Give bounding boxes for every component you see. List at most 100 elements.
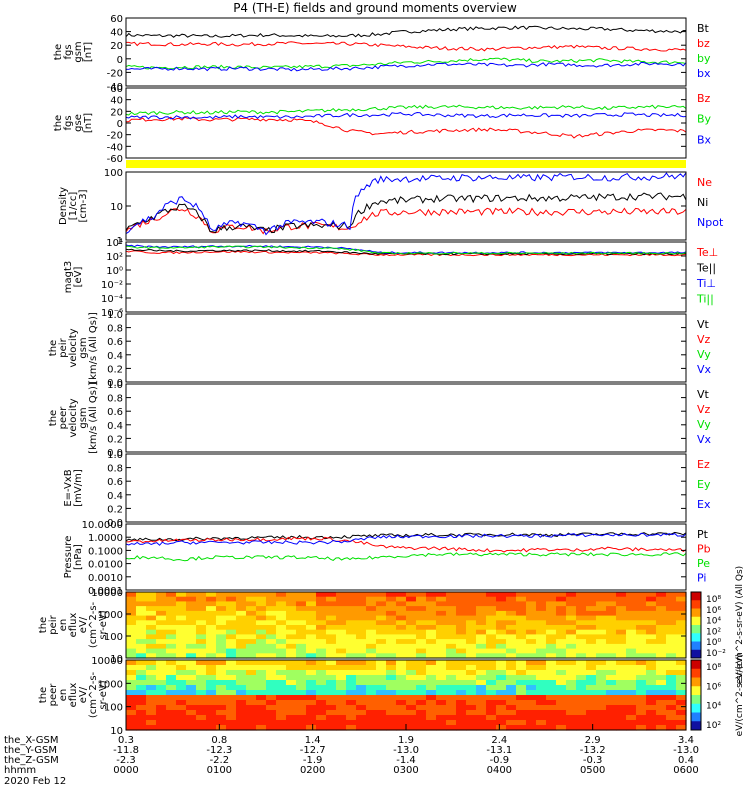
spectrogram-cell — [376, 685, 387, 691]
spectrogram-cell — [576, 653, 587, 659]
spectrogram-cell — [236, 695, 247, 701]
spectrogram-cell — [176, 710, 187, 716]
spectrogram-cell — [346, 615, 357, 621]
spectrogram-cell — [506, 700, 517, 706]
y-tick-label: 0.0 — [107, 378, 123, 389]
spectrogram-cell — [226, 665, 237, 671]
spectrogram-cell — [166, 685, 177, 691]
spectrogram-cell — [226, 700, 237, 706]
spectrogram-cell — [606, 690, 617, 696]
spectrogram-cell — [486, 653, 497, 659]
spectrogram-cell — [346, 620, 357, 626]
spectrogram-cell — [606, 685, 617, 691]
spectrogram-cell — [226, 710, 237, 716]
spectrogram-cell — [456, 670, 467, 676]
spectrogram-cell — [376, 690, 387, 696]
spectrogram-cell — [646, 670, 657, 676]
spectrogram-cell — [156, 670, 167, 676]
y-axis-label: [mV/m] — [73, 469, 84, 507]
y-axis-label: fgs — [63, 115, 74, 130]
spectrogram-cell — [436, 592, 447, 598]
spectrogram-cell — [506, 710, 517, 716]
spectrogram-cell — [566, 648, 577, 654]
spectrogram-cell — [266, 648, 277, 654]
spectrogram-cell — [676, 601, 687, 607]
spectrogram-cell — [256, 715, 267, 721]
spectrogram-cell — [136, 615, 147, 621]
spectrogram-cell — [576, 705, 587, 711]
spectrogram-cell — [426, 615, 437, 621]
spectrogram-cell — [456, 675, 467, 681]
spectrogram-cell — [196, 615, 207, 621]
spectrogram-cell — [166, 670, 177, 676]
spectrogram-cell — [516, 634, 527, 640]
spectrogram-cell — [596, 653, 607, 659]
y-tick-label: 0.6 — [107, 407, 123, 418]
spectrogram-cell — [196, 648, 207, 654]
spectrogram-cell — [286, 695, 297, 701]
spectrogram-cell — [676, 675, 687, 681]
spectrogram-cell — [486, 710, 497, 716]
spectrogram-cell — [376, 629, 387, 635]
spectrogram-cell — [666, 675, 677, 681]
spectrogram-cell — [606, 720, 617, 726]
spectrogram-cell — [476, 601, 487, 607]
spectrogram-cell — [206, 596, 217, 602]
spectrogram-cell — [186, 629, 197, 635]
spectrogram-cell — [126, 601, 137, 607]
spectrogram-cell — [416, 685, 427, 691]
spectrogram-cell — [526, 625, 537, 631]
trace-By — [125, 104, 687, 116]
spectrogram-cell — [436, 606, 447, 612]
spectrogram-cell — [436, 634, 447, 640]
y-tick-label: 1.0000 — [88, 533, 123, 544]
spectrogram-cell — [666, 695, 677, 701]
spectrogram-cell — [326, 643, 337, 650]
spectrogram-cell — [616, 648, 627, 654]
spectrogram-cell — [446, 685, 457, 691]
spectrogram-cell — [136, 670, 147, 676]
spectrogram-cell — [616, 715, 627, 721]
legend-label: Vx — [697, 363, 712, 376]
spectrogram-cell — [296, 660, 307, 666]
spectrogram-cell — [596, 601, 607, 607]
spectrogram-cell — [666, 725, 677, 731]
spectrogram-cell — [376, 596, 387, 602]
spectrogram-cell — [436, 643, 447, 650]
spectrogram-cell — [386, 629, 397, 635]
spectrogram-cell — [366, 685, 377, 691]
spectrogram-cell — [236, 700, 247, 706]
spectrogram-cell — [626, 715, 637, 721]
spectrogram-cell — [356, 690, 367, 696]
spectrogram-cell — [436, 653, 447, 659]
spectrogram-cell — [316, 680, 327, 686]
spectrogram-cell — [476, 634, 487, 640]
spectrogram-cell — [276, 592, 287, 598]
spectrogram-cell — [586, 705, 597, 711]
spectrogram-cell — [316, 705, 327, 711]
spectrogram-cell — [586, 643, 597, 650]
spectrogram-cell — [206, 648, 217, 654]
y-axis-label: [nT] — [83, 113, 94, 133]
spectrogram-cell — [436, 615, 447, 621]
spectrogram-cell — [486, 610, 497, 617]
spectrogram-cell — [426, 653, 437, 659]
spectrogram-cell — [476, 620, 487, 626]
spectrogram-cell — [286, 592, 297, 598]
spectrogram-cell — [506, 643, 517, 650]
spectrogram-cell — [246, 700, 257, 706]
spectrogram-cell — [206, 629, 217, 635]
spectrogram-cell — [256, 720, 267, 726]
y-tick-label: 10 — [110, 726, 123, 737]
spectrogram-cell — [326, 675, 337, 681]
y-axis-label: peer — [48, 683, 59, 707]
spectrogram-cell — [516, 670, 527, 676]
spectrogram-cell — [576, 634, 587, 640]
spectrogram-cell — [216, 695, 227, 701]
spectrogram-cell — [606, 725, 617, 731]
legend-label: Bt — [697, 22, 710, 35]
spectrogram-cell — [626, 725, 637, 731]
spectrogram-cell — [276, 725, 287, 731]
trace-Pe — [125, 552, 687, 562]
spectrogram-cell — [286, 648, 297, 654]
